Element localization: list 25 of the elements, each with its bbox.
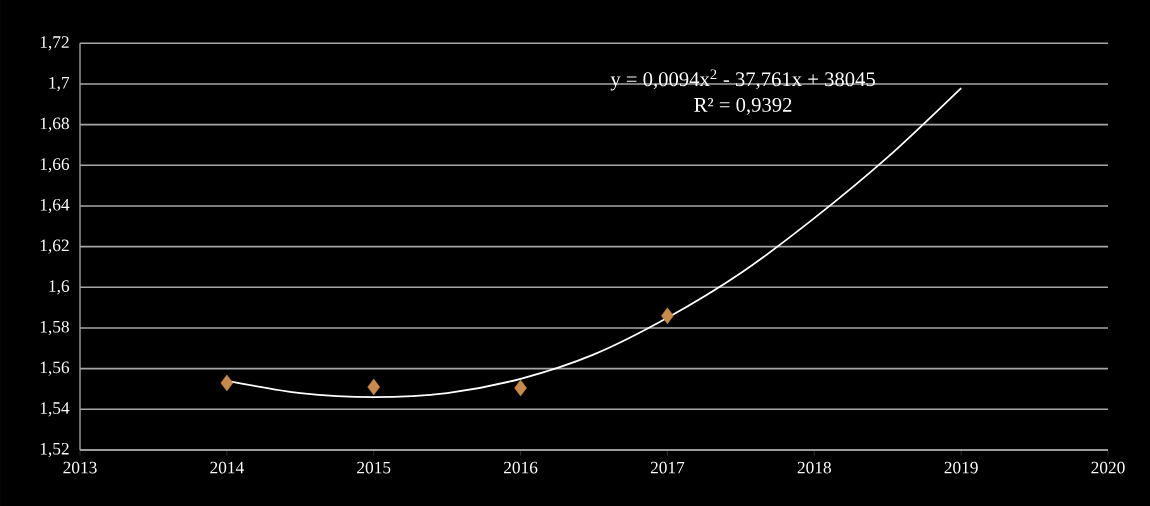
x-tick-label: 2013 [63,461,97,474]
point [367,378,380,396]
x-tick-label: 2020 [1091,461,1125,474]
x-tick-label: 2016 [504,461,538,474]
annotation: R² = 0,9392 [694,97,792,115]
point [661,307,674,325]
x-tick-label: 2018 [797,461,831,474]
x-tick-label: 2019 [944,461,978,474]
x-tick-label: 2014 [210,461,244,474]
y-tick-label: 1,58 [40,320,69,336]
y-tick-label: 1,54 [40,402,70,417]
y-tick-label: 1,72 [40,36,69,51]
y-tick-label: 1,66 [40,158,70,173]
y-tick-label: 1,52 [40,442,69,458]
point [514,379,527,397]
y-tick-label: 1,68 [40,117,69,132]
x-tick-label: 2017 [650,461,685,474]
y-tick-label: 1,6 [49,280,70,295]
point [220,374,234,392]
annotation: y = 0,0094x$^{2}$ - 37,761x + 38045 [610,69,875,91]
y-tick-label: 1,64 [40,198,70,214]
y-tick-label: 1,62 [40,239,69,254]
y-tick-label: 1,56 [40,361,70,376]
x-tick-label: 2015 [357,461,391,474]
y-tick-label: 1,7 [49,76,70,92]
